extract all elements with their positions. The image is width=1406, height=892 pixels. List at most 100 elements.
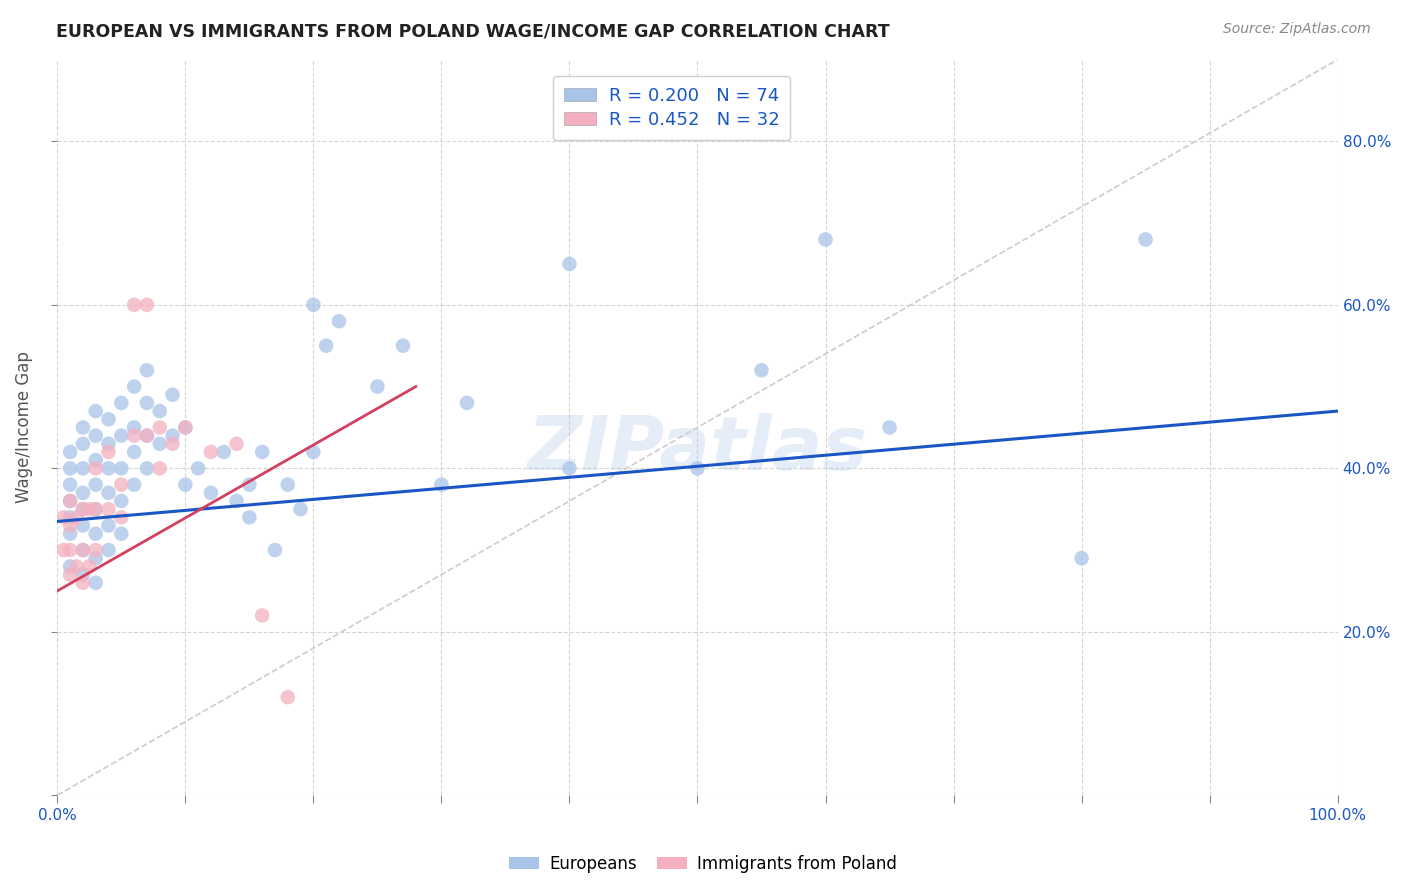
Point [225,494,247,508]
Point [72,420,94,434]
Point [302,298,325,312]
Text: EUROPEAN VS IMMIGRANTS FROM POLAND WAGE/INCOME GAP CORRELATION CHART: EUROPEAN VS IMMIGRANTS FROM POLAND WAGE/… [56,22,890,40]
Point [879,420,901,434]
Point [200,445,222,459]
Point [149,461,172,475]
Point [250,608,273,623]
Point [187,461,209,475]
Point [79,502,101,516]
Point [315,339,337,353]
Point [1135,232,1157,246]
Point [84,477,107,491]
Point [136,461,159,475]
Point [84,543,107,558]
Point [59,567,82,582]
Text: Source: ZipAtlas.com: Source: ZipAtlas.com [1223,22,1371,37]
Point [84,404,107,418]
Point [122,428,145,442]
Point [72,486,94,500]
Point [162,437,184,451]
Point [59,477,82,491]
Point [110,526,132,541]
Point [84,453,107,467]
Point [84,502,107,516]
Point [72,502,94,516]
Point [59,559,82,574]
Point [72,543,94,558]
Point [122,420,145,434]
Point [366,379,388,393]
Point [72,461,94,475]
Point [162,428,184,442]
Point [84,526,107,541]
Point [97,502,120,516]
Point [59,445,82,459]
Point [110,510,132,524]
Point [751,363,773,377]
Point [65,510,87,524]
Point [174,477,197,491]
Point [72,502,94,516]
Point [136,396,159,410]
Point [72,567,94,582]
Point [97,412,120,426]
Point [110,461,132,475]
Point [814,232,837,246]
Point [110,477,132,491]
Point [174,420,197,434]
Point [149,437,172,451]
Point [72,543,94,558]
Point [302,445,325,459]
Point [110,428,132,442]
Point [174,420,197,434]
Point [122,379,145,393]
Point [136,363,159,377]
Point [97,461,120,475]
Point [97,486,120,500]
Point [264,543,287,558]
Point [456,396,478,410]
Point [59,494,82,508]
Point [59,526,82,541]
Point [238,477,260,491]
Point [212,445,235,459]
Point [430,477,453,491]
Point [97,543,120,558]
Point [52,543,75,558]
Point [162,388,184,402]
Point [136,428,159,442]
Point [84,428,107,442]
Text: ZIPatlas: ZIPatlas [527,413,868,486]
Point [200,486,222,500]
Point [59,543,82,558]
Point [52,510,75,524]
Point [136,428,159,442]
Point [122,445,145,459]
Point [149,404,172,418]
Point [84,461,107,475]
Point [122,298,145,312]
Point [110,396,132,410]
Point [59,494,82,508]
Point [79,559,101,574]
Point [122,477,145,491]
Point [392,339,415,353]
Point [277,690,299,705]
Point [558,257,581,271]
Point [136,298,159,312]
Point [290,502,312,516]
Point [277,477,299,491]
Point [72,518,94,533]
Point [72,437,94,451]
Point [65,559,87,574]
Point [149,420,172,434]
Point [328,314,350,328]
Point [110,494,132,508]
Point [59,461,82,475]
Legend: R = 0.200   N = 74, R = 0.452   N = 32: R = 0.200 N = 74, R = 0.452 N = 32 [553,76,790,140]
Point [97,437,120,451]
Y-axis label: Wage/Income Gap: Wage/Income Gap [15,351,32,503]
Point [84,551,107,566]
Point [250,445,273,459]
Point [59,510,82,524]
